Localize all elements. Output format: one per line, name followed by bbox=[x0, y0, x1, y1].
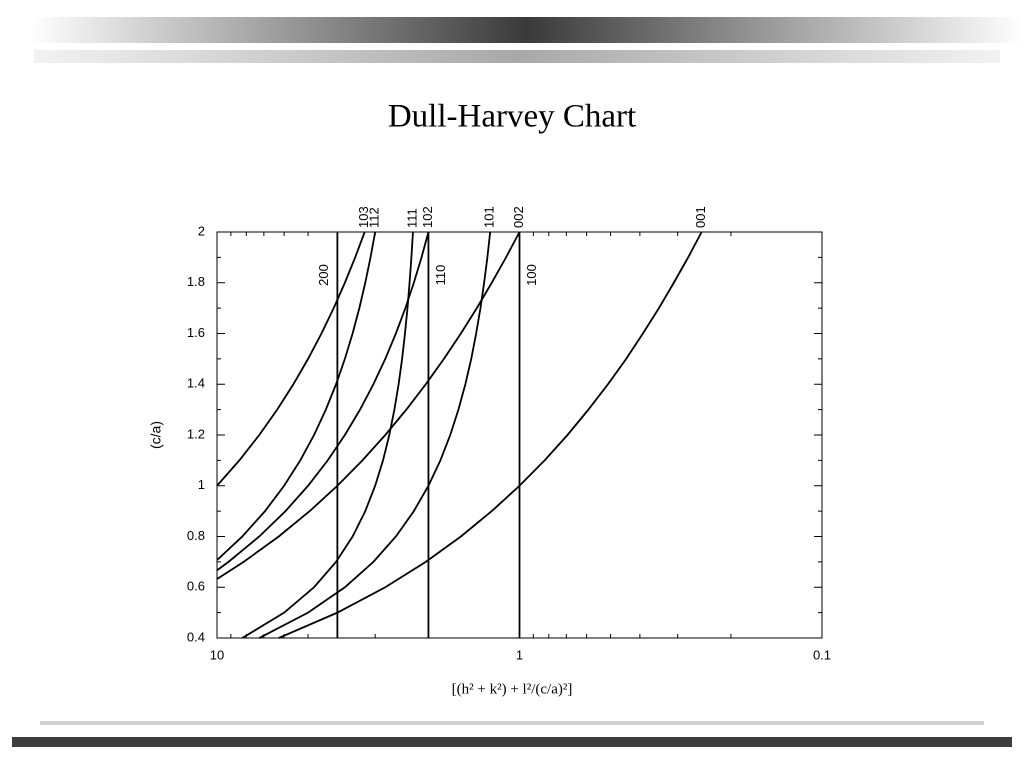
x-tick-label: 10 bbox=[210, 647, 224, 662]
series-label: 001 bbox=[693, 206, 708, 228]
series-label: 100 bbox=[524, 264, 539, 286]
series-label: 002 bbox=[511, 206, 526, 228]
x-tick-label: 1 bbox=[516, 647, 523, 662]
header-bar-thin bbox=[34, 50, 1000, 63]
series-label: 102 bbox=[420, 206, 435, 228]
curve bbox=[216, 231, 430, 571]
y-tick-label: 1.2 bbox=[187, 426, 205, 441]
y-tick-label: 1.8 bbox=[187, 274, 205, 289]
footer-line bbox=[40, 721, 984, 725]
y-tick-label: 2 bbox=[198, 223, 205, 238]
series-label: 103 bbox=[356, 206, 371, 228]
y-axis-label: (c/a) bbox=[148, 421, 164, 449]
curve bbox=[216, 231, 521, 580]
y-tick-label: 0.8 bbox=[187, 528, 205, 543]
curve bbox=[278, 231, 703, 639]
curve bbox=[216, 231, 377, 561]
series-label: 200 bbox=[316, 264, 331, 286]
header-bar bbox=[30, 17, 1024, 43]
series-label: 101 bbox=[482, 206, 497, 228]
y-tick-label: 0.4 bbox=[187, 629, 205, 644]
x-tick-label: 0.1 bbox=[813, 647, 831, 662]
series-label: 110 bbox=[433, 265, 448, 286]
curve bbox=[216, 231, 366, 487]
y-tick-label: 1.4 bbox=[187, 376, 205, 391]
series-label: 111 bbox=[404, 208, 419, 228]
y-tick-label: 1 bbox=[198, 477, 205, 492]
chart-title: Dull-Harvey Chart bbox=[388, 99, 636, 135]
y-tick-label: 1.6 bbox=[187, 325, 205, 340]
x-axis-label: [(h² + k²) + l²/(c/a)²] bbox=[452, 681, 573, 697]
series-label: 112 bbox=[367, 207, 382, 228]
footer-bar bbox=[12, 737, 1012, 747]
y-tick-label: 0.6 bbox=[187, 579, 205, 594]
curve bbox=[258, 231, 492, 639]
curve bbox=[241, 231, 414, 639]
